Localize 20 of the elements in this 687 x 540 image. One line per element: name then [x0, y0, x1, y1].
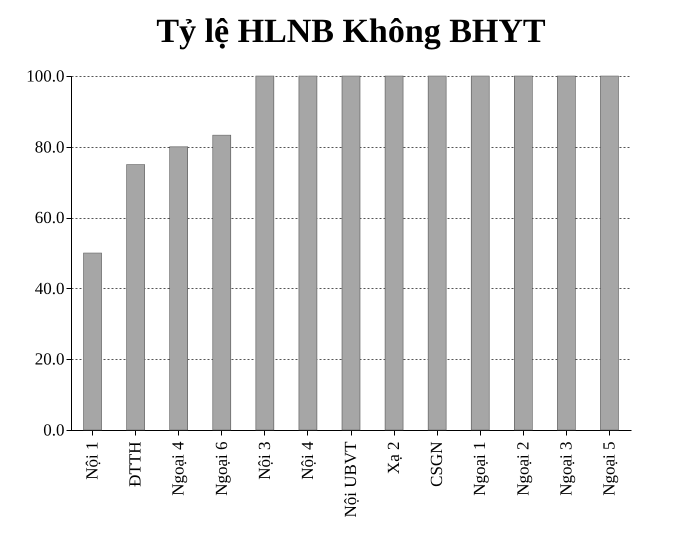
x-tick-label: Ngoại 1 — [470, 442, 490, 496]
y-tick-label: 20.0 — [34, 350, 64, 369]
chart-title: Tỷ lệ HLNB Không BHYT — [156, 13, 546, 50]
x-tick-label: Nội UBVT — [341, 440, 360, 518]
y-tick-label: 60.0 — [34, 208, 64, 228]
x-tick-label: CSGN — [427, 442, 446, 487]
x-tick-label: ĐTTH — [126, 442, 145, 487]
x-tick-label: Nội 4 — [298, 441, 317, 480]
y-tick-label: 40.0 — [34, 278, 64, 298]
x-tick-label: Ngoại 4 — [168, 441, 188, 496]
y-tick-label: 100.0 — [26, 66, 64, 86]
x-tick-label: Xạ 2 — [384, 442, 404, 474]
x-tick-label: Nội 1 — [82, 442, 102, 480]
x-tick-label: Ngoại 5 — [599, 442, 618, 496]
x-tick-label: Ngoại 3 — [556, 442, 576, 496]
x-tick-label: Nội 3 — [254, 442, 274, 480]
x-tick-label: Ngoại 6 — [212, 442, 231, 496]
y-tick-label: 80.0 — [34, 137, 64, 156]
x-tick-label: Ngoại 2 — [513, 442, 532, 496]
y-tick-label: 0.0 — [43, 420, 64, 440]
